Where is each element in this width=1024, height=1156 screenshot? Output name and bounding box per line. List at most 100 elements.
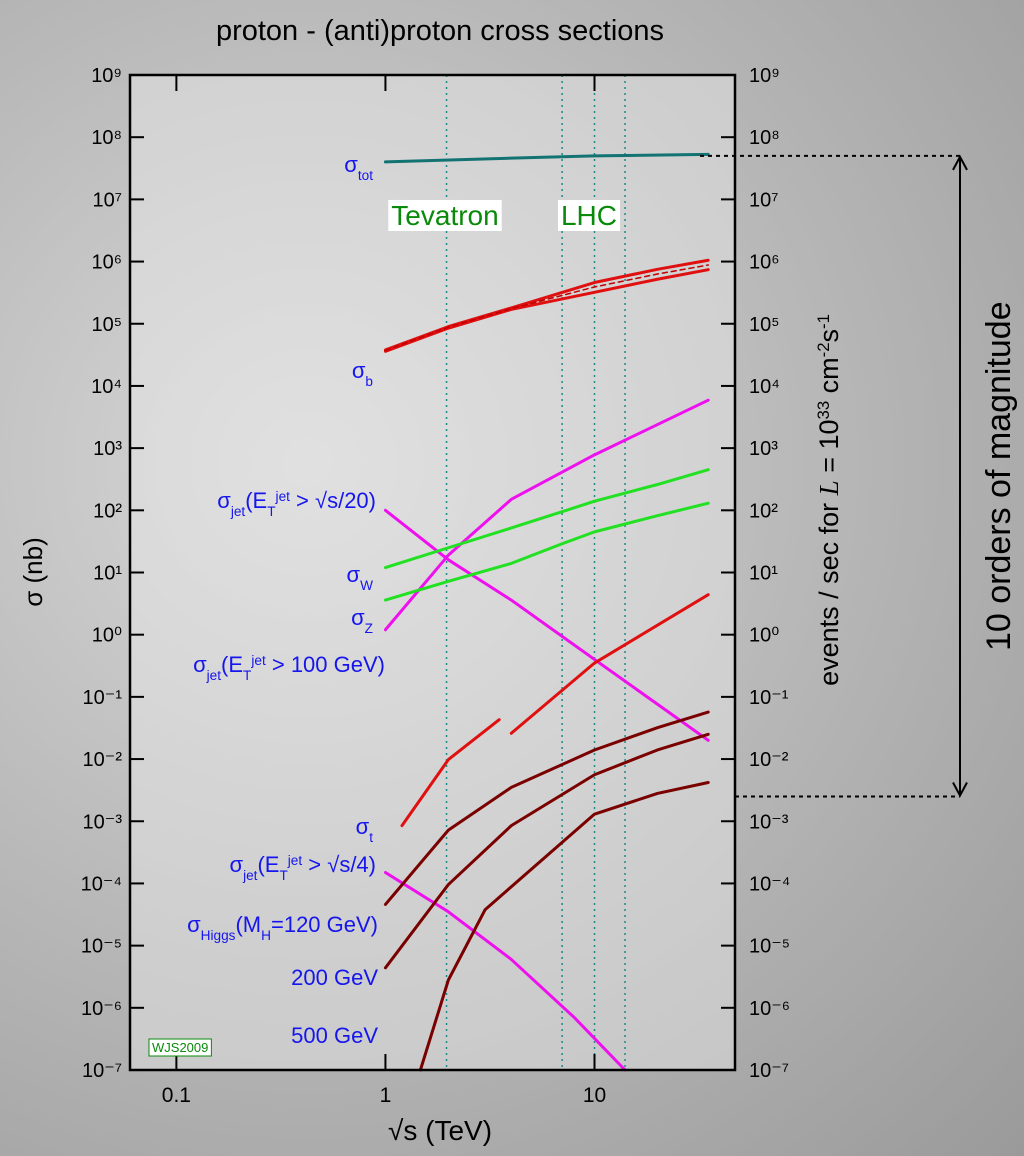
text-part: σ [344,152,358,177]
text-part: jet [287,853,303,868]
arrow-head [952,154,968,171]
text-part: t [369,830,373,845]
collider-label: Tevatron [388,200,502,231]
text-part: H [261,928,271,943]
x-tick-label: 1 [380,1084,392,1107]
y-tick-label: 10⁸ [91,127,122,149]
credit-bg [148,1038,212,1057]
x-tick-label: 0.1 [162,1084,191,1107]
text-part: > √s/4) [302,852,376,877]
text-part: 33 [814,401,833,420]
annotation: σjet(ETjet > √s/20) [217,488,376,519]
text-part: W [360,578,373,593]
y2-tick-label: 10⁸ [749,127,780,149]
credit: WJS2009 [148,1038,212,1057]
text-part: =120 GeV) [271,912,378,937]
annotation: σHiggs(MH=120 GeV) [187,912,378,943]
y-tick-label: 10⁻⁷ [82,1060,122,1082]
text-part: σ [229,852,243,877]
series-line [383,508,710,742]
text-part: σ [187,912,201,937]
collider-label-bg [388,200,502,231]
y2-tick-label: 10⁻⁶ [749,998,790,1020]
text-part: Higgs [201,928,236,943]
text-part: jet [242,868,258,883]
span-label: 10 orders of magnitude [980,301,1018,651]
text-part: σ [356,814,370,839]
text-part: b [365,374,373,389]
series-line [383,398,710,632]
series-line [383,268,710,353]
annotation: σt [356,814,374,845]
series-line [384,264,709,352]
y-tick-label: 10⁹ [91,65,122,87]
y-tick-label: 10⁻⁴ [81,873,122,895]
y2-tick-label: 10⁻¹ [749,687,789,709]
text-part: jet [230,504,246,519]
text-part: σ [217,488,231,513]
y2-tick-label: 10² [749,500,778,522]
text-part: jet [206,668,222,683]
collider-label-text: Tevatron [391,200,498,231]
text-part: = 10 [814,419,844,480]
y-tick-label: 10⁻³ [83,811,123,833]
y2-tick-label: 10⁻² [749,749,789,771]
text-part: -2 [814,342,833,357]
series-line [383,870,627,1072]
y-tick-label: 10³ [93,438,122,460]
chart-title: proton - (anti)proton cross sections [216,15,664,47]
text-part: (E [245,488,267,513]
text-part: 200 GeV [291,965,378,990]
annotation: σjet(ETjet > 100 GeV) [193,652,385,683]
text-part: L [814,480,844,496]
x-axis-label: √s (TeV) [388,1115,492,1146]
series-line [383,468,710,570]
text-part: jet [250,653,266,668]
series-line [383,732,710,970]
text-part: tot [358,168,373,183]
text-part: s [814,329,844,343]
text-part: Z [365,621,373,636]
text-part: events / sec for [814,495,844,686]
text-part: σ [193,652,207,677]
text-part: jet [275,489,291,504]
text-part: (M [235,912,261,937]
y-tick-label: 10⁵ [91,314,122,336]
text-part: T [243,668,252,683]
y2-tick-label: 10⁻⁷ [749,1060,789,1082]
y2-tick-label: 10⁻⁴ [749,873,790,895]
collider-label-text: LHC [561,200,617,231]
y2-tick-label: 10⁹ [749,65,780,87]
y2-tick-label: 10¹ [749,563,778,585]
text-part: (E [257,852,279,877]
series-line [418,780,710,1072]
y-tick-label: 10⁻¹ [83,687,123,709]
annotation: 500 GeV [291,1023,378,1048]
y2-tick-label: 10⁻³ [749,811,789,833]
y-tick-label: 10⁶ [92,252,122,274]
y2-tick-label: 10⁵ [749,314,780,336]
annotation: σtot [344,152,373,183]
annotation: events / sec for L = 1033 cm-2s-1 [814,314,845,686]
y-tick-label: 10⁻⁶ [81,998,122,1020]
y-tick-label: 10⁻⁵ [81,936,122,958]
arrow-head [952,782,968,798]
series-line [383,152,710,164]
series-line [400,593,710,828]
text-part: 500 GeV [291,1023,378,1048]
y2-tick-label: 10³ [749,438,778,460]
series-line [383,710,710,906]
text-part: -1 [814,314,833,329]
y-tick-label: 10⁰ [92,625,122,647]
text-part: cm [814,357,844,401]
text-part: > 100 GeV) [266,652,385,677]
annotation: σZ [351,605,373,636]
text-part: > √s/20) [290,488,376,513]
y-tick-label: 10² [93,500,122,522]
y-tick-label: 10⁴ [91,376,122,398]
text-part: σ [352,358,366,383]
collider-label-bg [557,200,621,231]
y-tick-label: 10¹ [93,563,122,585]
